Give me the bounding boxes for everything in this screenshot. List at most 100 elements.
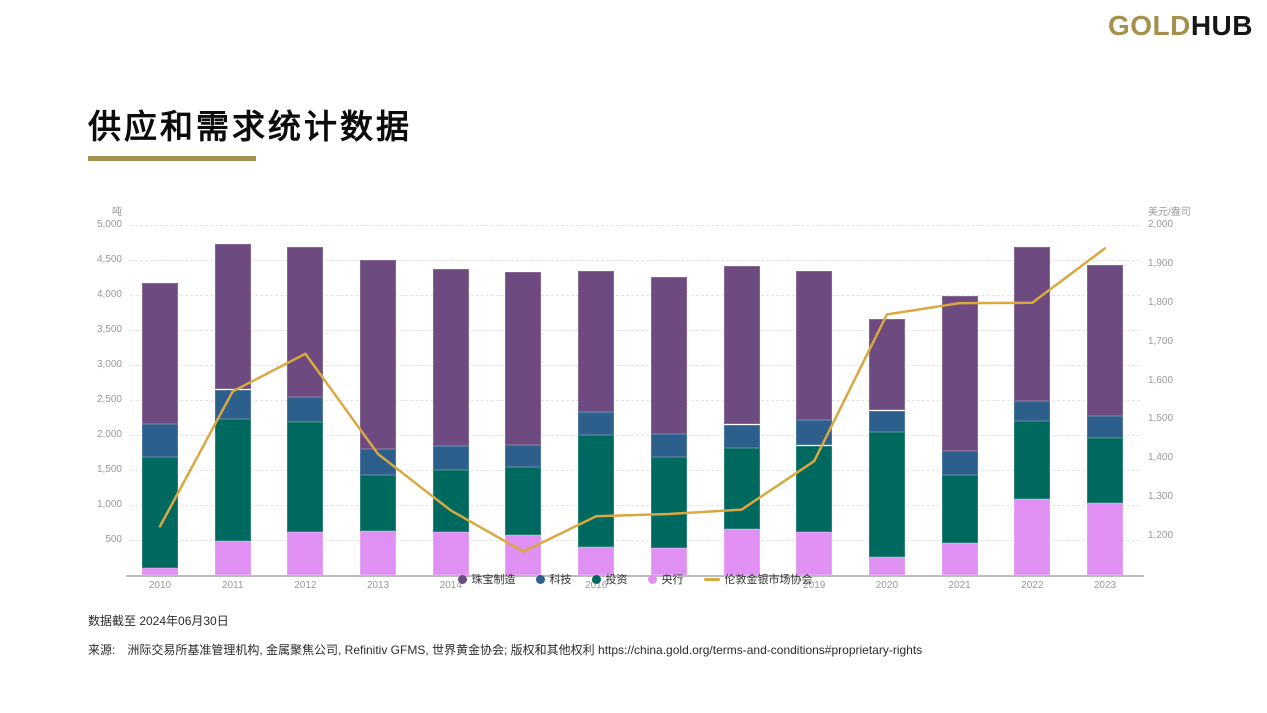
bar-segment-central-banks <box>868 556 905 575</box>
title-underline <box>88 156 256 161</box>
bar-2020 <box>868 195 905 575</box>
right-axis-unit: 美元/盎司 <box>1148 207 1191 218</box>
x-axis-label-2010: 2010 <box>148 580 172 591</box>
bar-segment-jewellery <box>796 271 833 421</box>
x-axis-label-2014: 2014 <box>439 580 462 591</box>
bar-segment-technology <box>650 433 687 457</box>
bar-2019 <box>796 195 833 575</box>
bar-segment-jewellery <box>868 318 905 411</box>
x-axis-line <box>126 575 1144 577</box>
y-axis-tick-label-left: 1,000 <box>96 499 122 510</box>
legend-label-jewellery: 珠宝制造 <box>471 574 516 586</box>
data-as-of: 数据截至 2024年06月30日 <box>88 614 229 628</box>
bar-segment-jewellery <box>650 276 687 434</box>
bar-segment-jewellery <box>723 265 760 425</box>
legend-item-investment[interactable]: 投资 <box>591 571 628 587</box>
page-title: 供应和需求统计数据 <box>88 108 412 145</box>
y-axis-tick-label-right: 1,700 <box>1148 335 1174 347</box>
legend-label-technology: 科技 <box>549 574 572 586</box>
x-axis-label-2019: 2019 <box>803 580 826 591</box>
y-axis-tick-label-left: 500 <box>105 534 122 545</box>
bar-segment-central-banks <box>723 528 760 575</box>
bar-2021 <box>941 195 978 575</box>
bar-segment-jewellery <box>941 295 978 452</box>
bar-segment-technology <box>796 420 833 446</box>
bar-segment-technology <box>941 451 978 475</box>
legend-item-technology[interactable]: 科技 <box>535 571 572 587</box>
legend-item-central-banks[interactable]: 央行 <box>647 571 684 587</box>
bar-segment-central-banks <box>142 568 178 575</box>
bar-segment-jewellery <box>360 260 397 449</box>
y-axis-tick-label-right: 2,000 <box>1148 219 1174 230</box>
bar-segment-investment <box>650 456 687 548</box>
bar-segment-investment <box>868 431 905 557</box>
bar-segment-investment <box>360 474 397 531</box>
x-axis-label-2023: 2023 <box>1093 580 1117 591</box>
legend-marker-central-banks <box>647 574 657 584</box>
gridline <box>130 435 1140 436</box>
bar-segment-investment <box>214 418 251 541</box>
bar-2014 <box>432 195 469 575</box>
y-axis-tick-label-left: 3,000 <box>96 359 122 370</box>
bar-segment-technology <box>578 411 615 435</box>
y-axis-tick-label-left: 5,000 <box>96 219 122 230</box>
y-axis-tick-label-left: 2,000 <box>96 429 122 440</box>
bar-segment-technology <box>505 444 542 468</box>
bar-segment-jewellery <box>214 243 251 390</box>
gridline <box>130 225 1140 226</box>
x-axis-label-2012: 2012 <box>294 580 317 591</box>
bar-segment-technology <box>868 410 905 432</box>
bar-segment-jewellery <box>1087 264 1123 417</box>
gridline <box>130 470 1140 471</box>
bar-2016 <box>578 195 615 575</box>
bar-segment-investment <box>432 470 469 533</box>
bar-segment-central-banks <box>287 532 324 575</box>
bar-segment-central-banks <box>214 540 251 575</box>
gridline <box>130 295 1140 296</box>
bar-segment-investment <box>287 422 324 533</box>
bar-segment-jewellery <box>578 271 615 412</box>
bar-segment-central-banks <box>1087 502 1123 575</box>
left-axis-unit: 吨 <box>112 207 122 218</box>
bar-segment-technology <box>214 389 251 419</box>
legend-label-lbma-gold-price: 伦敦金银市场协会 <box>724 574 813 586</box>
bar-segment-technology <box>142 423 178 457</box>
bar-segment-investment <box>723 447 760 529</box>
bar-2017 <box>650 195 687 575</box>
y-axis-tick-label-right: 1,900 <box>1148 257 1174 269</box>
bar-segment-investment <box>578 435 615 547</box>
legend-marker-lbma-gold-price <box>703 577 720 581</box>
x-axis-label-2016: 2016 <box>585 580 608 591</box>
bar-segment-jewellery <box>432 269 469 447</box>
legend-marker-jewellery <box>457 574 467 584</box>
y-axis-tick-label-left: 2,500 <box>96 394 122 405</box>
bar-segment-investment <box>505 467 542 536</box>
bar-segment-investment <box>1014 421 1051 499</box>
y-axis-tick-label-right: 1,300 <box>1148 491 1174 503</box>
bar-segment-central-banks <box>505 535 542 575</box>
y-axis-tick-label-right: 1,800 <box>1148 296 1174 308</box>
bar-segment-investment <box>142 456 178 568</box>
x-axis-label-2021: 2021 <box>948 580 971 591</box>
gridline <box>130 365 1140 366</box>
y-axis-tick-label-left: 1,500 <box>96 464 122 475</box>
bar-segment-central-banks <box>360 530 397 575</box>
bar-segment-central-banks <box>1014 498 1051 575</box>
x-axis-label-2011: 2011 <box>221 580 244 591</box>
gridline <box>130 540 1140 541</box>
legend-item-jewellery[interactable]: 珠宝制造 <box>457 571 516 587</box>
bar-segment-investment <box>941 474 978 543</box>
bar-2018 <box>723 195 760 575</box>
legend-label-central-banks: 央行 <box>661 574 684 586</box>
bar-segment-technology <box>1014 400 1051 421</box>
legend-marker-technology <box>535 574 545 584</box>
bar-2013 <box>360 195 397 575</box>
logo-hub-text: HUB <box>1190 10 1253 41</box>
y-axis-tick-label-left: 4,500 <box>96 254 122 265</box>
bar-2022 <box>1014 195 1051 575</box>
legend-item-lbma-gold-price[interactable]: 伦敦金银市场协会 <box>703 571 813 587</box>
bar-2011 <box>214 195 251 575</box>
